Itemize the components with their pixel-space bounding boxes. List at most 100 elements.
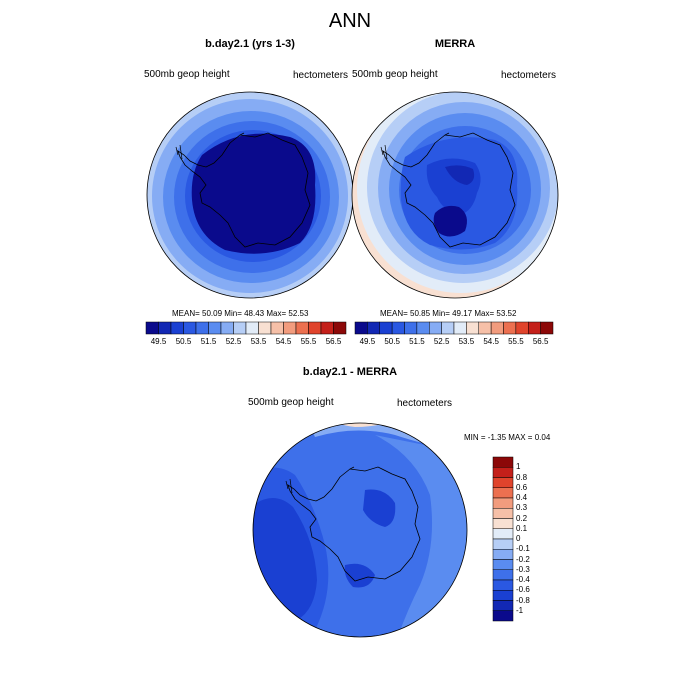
colorbar-3-swatch <box>492 528 514 540</box>
colorbar-1-swatch <box>183 321 197 335</box>
colorbar-1-swatch <box>270 321 284 335</box>
panel-2-min-value: 49.17 <box>452 309 473 318</box>
colorbar-2-swatch <box>367 321 380 335</box>
colorbar-1-tick-label: 56.5 <box>325 337 342 346</box>
colorbar-1-swatch <box>208 321 222 335</box>
colorbar-1-swatch <box>283 321 297 335</box>
panel-2-colorbar <box>354 321 554 335</box>
panel-2-mean-label: MEAN= <box>380 309 408 318</box>
colorbar-3-tick-label: -1 <box>516 605 524 615</box>
panel-1-mean-value: 50.09 <box>202 309 223 318</box>
colorbar-2-swatch <box>503 321 517 335</box>
colorbar-3-tick-label: -0.3 <box>516 564 530 574</box>
panel-1-stats: MEAN= 50.09 Min= 48.43 Max= 52.53 <box>172 309 308 318</box>
colorbar-2-swatch <box>466 321 479 335</box>
panel-2-level <box>433 205 467 237</box>
panel-3-level <box>344 563 375 588</box>
colorbar-3-tick-label: 0 <box>516 534 521 543</box>
colorbar-1-tick-label: 55.5 <box>300 337 317 346</box>
colorbar-2-tick-label: 52.5 <box>433 337 450 346</box>
colorbar-3-swatch <box>492 600 514 611</box>
colorbar-3-tick-label: -0.6 <box>516 585 530 595</box>
colorbar-2-tick-label: 56.5 <box>532 337 549 346</box>
panel-1-colorbar-ticks: 49.5 50.5 51.5 52.5 53.5 54.5 55.5 56.5 <box>146 337 346 349</box>
panel-2-max-value: 53.52 <box>496 309 517 318</box>
panel-1-title: b.day2.1 (yrs 1-3) <box>205 38 295 50</box>
colorbar-3-swatch <box>492 456 514 468</box>
colorbar-3-tick-label: 0.6 <box>516 482 528 492</box>
colorbar-3-swatch <box>492 538 514 550</box>
panel-2-max-label: Max= <box>474 309 495 318</box>
panel-3-title: b.day2.1 - MERRA <box>302 366 398 378</box>
colorbar-1-swatch <box>195 321 209 335</box>
colorbar-2-swatch <box>490 321 504 335</box>
panel-1-units-label: hectometers <box>293 70 349 81</box>
colorbar-3-swatch <box>492 497 514 509</box>
colorbar-3-swatch <box>492 467 514 478</box>
panel-2-variable-label: 500mb geop height <box>352 69 438 80</box>
colorbar-1-swatch <box>308 321 322 335</box>
colorbar-2-tick-label: 53.5 <box>458 337 475 346</box>
colorbar-2-swatch <box>478 321 492 335</box>
colorbar-3-tick-label: 0.2 <box>516 513 528 523</box>
colorbar-1-swatch <box>220 321 234 335</box>
panel-3-level <box>363 489 396 527</box>
colorbar-3-swatch <box>492 610 514 622</box>
colorbar-3-tick-label: 0.8 <box>516 472 528 482</box>
panel-1-coastline <box>175 132 245 160</box>
panel-2-coastline <box>380 132 450 160</box>
panel-1-variable-label: 500mb geop height <box>144 69 230 80</box>
panel-3-variable-label: 500mb geop height <box>248 397 334 408</box>
colorbar-1-tick-label: 54.5 <box>275 337 292 346</box>
panel-3-units-label: hectometers <box>397 398 453 409</box>
colorbar-2-swatch <box>354 321 368 335</box>
colorbar-1-swatch <box>170 321 184 335</box>
colorbar-1-tick-label: 51.5 <box>200 337 217 346</box>
panel-1-max-value: 52.53 <box>288 309 309 318</box>
colorbar-3-tick-label: -0.2 <box>516 554 530 564</box>
colorbar-2-swatch <box>528 321 541 335</box>
colorbar-2-tick-label: 49.5 <box>359 337 376 346</box>
panel-3-coastline <box>287 466 421 582</box>
panel-3-colorbar-ticks: 1 0.8 0.6 0.4 0.3 0.2 0.1 0 -0.1 -0.2 -0.3 -0.4 -0.6… <box>516 457 546 621</box>
panel-1-min-value: 48.43 <box>244 309 265 318</box>
colorbar-2-swatch <box>540 321 554 335</box>
panel-3-map <box>252 422 468 638</box>
colorbar-3-swatch <box>492 508 514 519</box>
colorbar-3-swatch <box>492 590 514 601</box>
colorbar-2-tick-label: 50.5 <box>384 337 400 346</box>
colorbar-3-swatch <box>492 487 514 499</box>
colorbar-1-swatch <box>233 321 247 335</box>
colorbar-1-tick-label: 53.5 <box>250 337 267 346</box>
panel-1-min-label: Min= <box>224 309 242 318</box>
colorbar-3-tick-label: 0.4 <box>516 493 528 502</box>
colorbar-1-swatch <box>333 321 347 335</box>
colorbar-1-swatch <box>320 321 334 335</box>
panel-2-colorbar-ticks: 49.5 50.5 51.5 52.5 53.5 54.5 55.5 56.5 <box>355 337 553 349</box>
panel-2-title: MERRA <box>434 38 476 50</box>
colorbar-2-tick-label: 54.5 <box>483 337 499 346</box>
colorbar-2-swatch <box>404 321 418 335</box>
colorbar-3-swatch <box>492 518 514 529</box>
panel-1-max-label: Max= <box>266 309 287 318</box>
colorbar-3-swatch <box>492 477 514 488</box>
colorbar-1-swatch <box>295 321 309 335</box>
panel-1-colorbar <box>145 321 347 335</box>
colorbar-1-swatch <box>158 321 172 335</box>
panel-1-mean-label: MEAN= <box>172 309 200 318</box>
figure-title: ANN <box>328 10 372 32</box>
colorbar-3-tick-label: -0.8 <box>516 595 530 605</box>
panel-2-units-label: hectometers <box>501 70 557 81</box>
colorbar-3-tick-label: -0.1 <box>516 544 530 554</box>
colorbar-2-swatch <box>453 321 467 335</box>
colorbar-2-swatch <box>515 321 529 335</box>
colorbar-3-swatch <box>492 559 514 570</box>
panel-3-colorbar <box>492 456 514 622</box>
panel-1-level <box>191 133 316 254</box>
colorbar-3-swatch <box>492 569 514 581</box>
panel-2-stats: MEAN= 50.85 Min= 49.17 Max= 53.52 <box>380 309 516 318</box>
colorbar-3-swatch <box>492 549 514 560</box>
colorbar-2-tick-label: 51.5 <box>409 337 425 346</box>
colorbar-2-swatch <box>429 321 442 335</box>
panel-2-level <box>445 165 475 185</box>
